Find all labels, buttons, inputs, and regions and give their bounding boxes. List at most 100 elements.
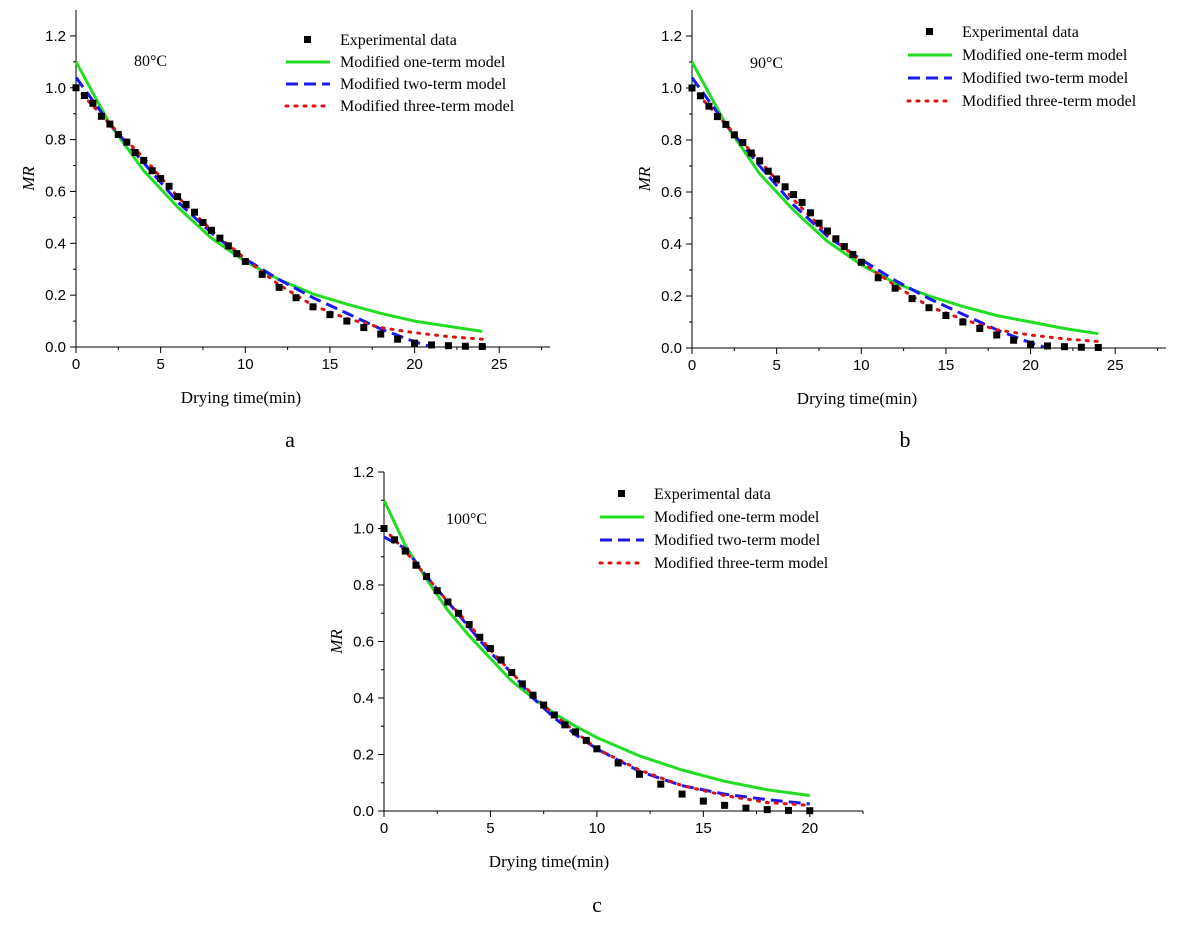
experimental-point (275, 283, 283, 291)
legend-label: Modified two-term model (654, 532, 821, 549)
experimental-point (465, 621, 473, 629)
experimental-point (891, 284, 899, 292)
experimental-point (309, 303, 317, 311)
y-tick-label: 0.4 (661, 236, 682, 253)
experimental-point (790, 191, 798, 199)
chart-panel-c: 0.0 0.2 0.4 0.6 0.8 1.0 1.2 0 5 10 15 20 Drying time… (300, 460, 880, 925)
three-term-model-line (690, 86, 1100, 343)
experimental-point (80, 92, 88, 100)
experimental-point (207, 226, 215, 234)
experimental-point (114, 130, 122, 138)
experimental-point (730, 131, 738, 139)
experimental-point (764, 167, 772, 175)
x-tick-label: 0 (380, 820, 388, 837)
experimental-point (705, 102, 713, 110)
panel-letter: a (285, 427, 295, 452)
x-tick-label: 20 (1022, 357, 1039, 374)
experimental-point (976, 325, 984, 332)
experimental-point (444, 598, 452, 606)
two-term-model-line (383, 535, 810, 806)
chart-panel-b: 0.0 0.2 0.4 0.6 0.8 1.0 1.2 0 5 10 15 20 25 Drying ti… (600, 0, 1180, 460)
experimental-point (849, 250, 857, 258)
experimental-point (148, 167, 156, 175)
x-tick-label: 10 (589, 820, 606, 837)
experimental-point (461, 342, 469, 350)
experimental-point (360, 324, 368, 332)
experimental-point (722, 120, 730, 128)
experimental-point (635, 770, 643, 778)
experimental-point (72, 84, 80, 92)
legend-label: Experimental data (340, 32, 457, 49)
y-axis-label: MR (19, 166, 38, 192)
experimental-point (1044, 342, 1051, 350)
y-tick-label: 1.2 (353, 464, 374, 481)
legend-marker-experimental (618, 490, 625, 497)
temperature-title: 90°C (750, 55, 783, 72)
experimental-point (1010, 336, 1018, 344)
legend-label: Modified two-term model (962, 70, 1129, 87)
one-term-model-line (690, 61, 1099, 336)
experimental-point (1077, 343, 1085, 351)
experimental-point (444, 342, 452, 350)
experimental-point (823, 227, 831, 235)
x-tick-label: 25 (491, 356, 508, 373)
x-tick-label: 20 (801, 820, 818, 837)
experimental-point (508, 669, 516, 677)
y-tick-label: 0.2 (661, 288, 682, 305)
experimental-point (593, 745, 601, 753)
y-tick-label: 0.4 (353, 690, 374, 707)
x-tick-label: 10 (237, 356, 254, 373)
y-axis-label: MR (635, 166, 654, 192)
y-tick-label: 1.0 (661, 80, 682, 97)
experimental-point (688, 84, 696, 92)
temperature-title: 80°C (134, 53, 167, 70)
two-term-model-line (74, 76, 432, 349)
experimental-point (455, 609, 463, 617)
x-tick-label: 0 (72, 356, 80, 373)
legend-label: Modified one-term model (340, 54, 506, 71)
experimental-point (326, 311, 334, 319)
y-tick-label: 0.8 (661, 132, 682, 149)
experimental-point (806, 807, 814, 815)
y-tick-label: 1.0 (45, 80, 66, 97)
chart-svg-a: 0.0 0.2 0.4 0.6 0.8 1.0 1.2 0 5 10 15 20 25 Drying ti… (19, 10, 550, 452)
y-tick-label: 0.0 (45, 339, 66, 356)
experimental-point (497, 656, 505, 664)
legend-label: Modified three-term model (340, 98, 515, 115)
experimental-point (391, 536, 399, 544)
experimental-point (428, 341, 435, 349)
legend-label: Modified one-term model (654, 509, 820, 526)
experimental-point (518, 680, 526, 688)
experimental-point (763, 806, 771, 814)
experimental-point (874, 274, 882, 282)
y-tick-label: 1.0 (353, 521, 374, 538)
y-tick-label: 0.0 (353, 803, 374, 820)
experimental-point (840, 243, 848, 251)
experimental-point (993, 331, 1001, 339)
experimental-point (106, 120, 114, 128)
experimental-point (157, 175, 165, 182)
legend-label: Modified two-term model (340, 76, 507, 93)
experimental-point (433, 587, 441, 595)
experimental-point (377, 330, 385, 338)
experimental-point (781, 183, 789, 191)
experimental-point (380, 525, 388, 532)
experimental-point (1027, 340, 1035, 348)
experimental-point (614, 759, 622, 767)
experimental-point (241, 257, 249, 265)
experimental-point (572, 728, 580, 736)
experimental-point (123, 138, 131, 146)
x-tick-label: 15 (938, 357, 955, 374)
experimental-point (233, 250, 241, 258)
chart-svg-c: 0.0 0.2 0.4 0.6 0.8 1.0 1.2 0 5 10 15 20 Drying time… (327, 464, 864, 917)
experimental-point (131, 149, 139, 157)
experimental-point (191, 208, 198, 216)
x-tick-label: 15 (322, 356, 339, 373)
x-axis-label: Drying time(min) (489, 852, 609, 871)
experimental-point (908, 295, 916, 303)
experimental-point (696, 92, 704, 100)
x-tick-label: 10 (853, 357, 870, 374)
y-tick-label: 0.2 (353, 747, 374, 764)
x-tick-label: 5 (486, 820, 494, 837)
experimental-point (476, 633, 484, 641)
